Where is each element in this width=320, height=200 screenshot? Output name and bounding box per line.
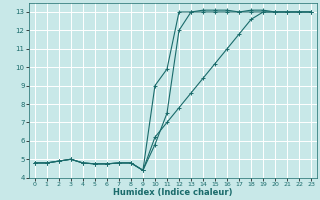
X-axis label: Humidex (Indice chaleur): Humidex (Indice chaleur) [113,188,233,197]
